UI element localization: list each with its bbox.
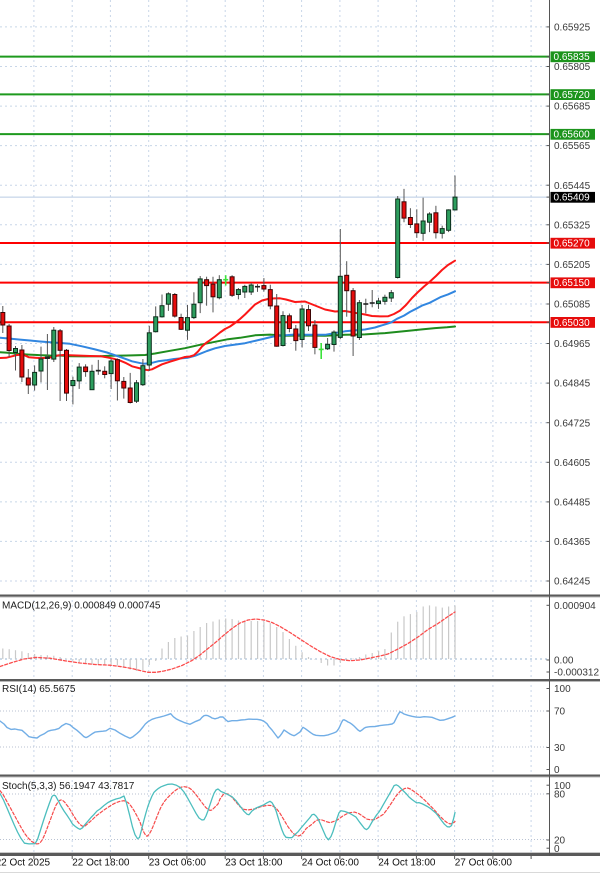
- svg-text:0.65600: 0.65600: [554, 130, 591, 141]
- svg-text:0.64485: 0.64485: [554, 498, 591, 509]
- svg-text:0.00: 0.00: [554, 656, 574, 667]
- svg-text:100: 100: [554, 684, 571, 695]
- svg-text:27 Oct 06:00: 27 Oct 06:00: [455, 858, 513, 869]
- svg-text:0.65205: 0.65205: [554, 260, 591, 271]
- svg-text:0.65805: 0.65805: [554, 62, 591, 73]
- svg-text:0.64245: 0.64245: [554, 577, 591, 588]
- svg-text:0: 0: [554, 844, 560, 855]
- svg-text:24 Oct 06:00: 24 Oct 06:00: [302, 858, 360, 869]
- svg-text:-0.000312: -0.000312: [554, 668, 599, 679]
- svg-text:0.65325: 0.65325: [554, 220, 591, 231]
- svg-text:MACD(12,26,9) 0.000849 0.00074: MACD(12,26,9) 0.000849 0.000745: [2, 601, 161, 612]
- svg-text:0.65565: 0.65565: [554, 141, 591, 152]
- svg-text:0: 0: [554, 765, 560, 776]
- svg-text:100: 100: [554, 781, 571, 792]
- svg-text:24 Oct 18:00: 24 Oct 18:00: [378, 858, 436, 869]
- svg-text:0.65409: 0.65409: [554, 193, 591, 204]
- svg-text:0.65445: 0.65445: [554, 181, 591, 192]
- svg-text:Stoch(5,3,3) 56.1947 43.7817: Stoch(5,3,3) 56.1947 43.7817: [2, 781, 135, 792]
- svg-text:RSI(14) 65.5675: RSI(14) 65.5675: [2, 684, 76, 695]
- svg-text:0.64965: 0.64965: [554, 339, 591, 350]
- svg-text:0.65835: 0.65835: [554, 52, 591, 63]
- svg-text:0.65150: 0.65150: [554, 278, 591, 289]
- svg-text:0.64725: 0.64725: [554, 418, 591, 429]
- svg-text:22 Oct 2025: 22 Oct 2025: [0, 858, 51, 869]
- svg-text:23 Oct 18:00: 23 Oct 18:00: [225, 858, 283, 869]
- svg-text:0.64605: 0.64605: [554, 458, 591, 469]
- svg-text:0.000904: 0.000904: [554, 601, 596, 612]
- svg-text:0.65030: 0.65030: [554, 318, 591, 329]
- svg-text:23 Oct 06:00: 23 Oct 06:00: [149, 858, 207, 869]
- svg-text:0.65270: 0.65270: [554, 239, 591, 250]
- svg-text:0.65925: 0.65925: [554, 23, 591, 34]
- svg-text:80: 80: [554, 789, 566, 800]
- svg-text:70: 70: [554, 707, 566, 718]
- svg-text:0.65685: 0.65685: [554, 102, 591, 113]
- svg-text:0.65720: 0.65720: [554, 90, 591, 101]
- svg-text:30: 30: [554, 743, 566, 754]
- svg-text:0.64365: 0.64365: [554, 537, 591, 548]
- svg-text:22 Oct 18:00: 22 Oct 18:00: [72, 858, 130, 869]
- svg-text:0.65085: 0.65085: [554, 300, 591, 311]
- svg-text:0.64845: 0.64845: [554, 379, 591, 390]
- svg-text:20: 20: [554, 836, 566, 847]
